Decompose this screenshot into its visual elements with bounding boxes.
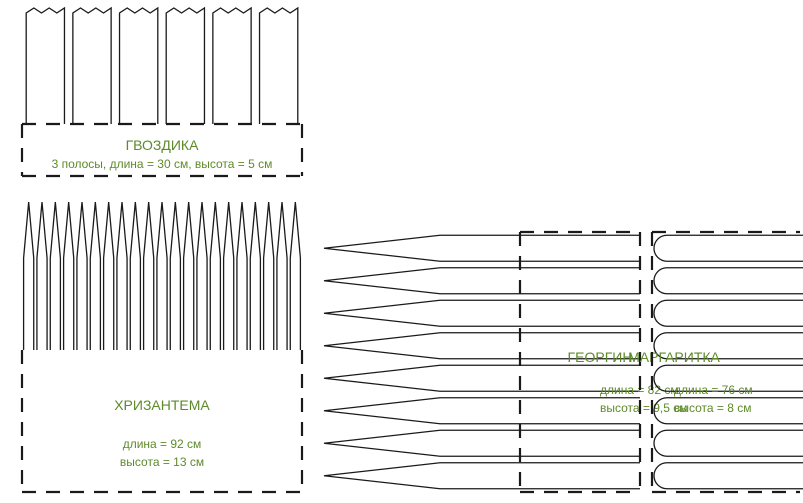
chrys-spike — [77, 202, 87, 350]
chrys-spike — [24, 202, 34, 350]
margaritka-petal — [654, 300, 803, 326]
chrys-spike — [157, 202, 167, 350]
margaritka-spec1: длина = 76 см — [674, 383, 753, 397]
georgin-petal — [324, 300, 640, 326]
chrys-spike — [237, 202, 247, 350]
chrys-spike — [170, 202, 180, 350]
georgin-title: ГЕОРГИН — [568, 349, 633, 365]
gvozdika-petal — [73, 8, 111, 124]
gvozdika-petal — [166, 8, 204, 124]
chrys-spike — [144, 202, 154, 350]
chrys-spike — [130, 202, 140, 350]
chrys-spec1: длина = 92 см — [123, 437, 202, 451]
margaritka-petal — [654, 430, 803, 456]
chrys-spike — [264, 202, 274, 350]
margaritka-title: МАРГАРИТКА — [628, 349, 720, 365]
margaritka-petal — [654, 268, 803, 294]
gvozdika-petal — [213, 8, 251, 124]
chrys-title: ХРИЗАНТЕМА — [114, 397, 210, 413]
chrys-spike — [290, 202, 300, 350]
chrys-spike — [90, 202, 100, 350]
margaritka-spec2: высота = 8 см — [674, 401, 752, 415]
chrys-spike — [64, 202, 74, 350]
chrys-spike — [50, 202, 60, 350]
diagram-canvas: ГВОЗДИКА 3 полосы, длина = 30 см, высота … — [0, 0, 803, 503]
georgin-petal — [324, 268, 640, 294]
margaritka-pattern: МАРГАРИТКА длина = 76 см высота = 8 см — [628, 235, 803, 489]
gvozdika-petal — [120, 8, 158, 124]
georgin-petal — [324, 365, 640, 391]
chrys-box — [22, 350, 302, 492]
georgin-petal — [324, 430, 640, 456]
margaritka-petal — [654, 463, 803, 489]
gvozdika-pattern: ГВОЗДИКА 3 полосы, длина = 30 см, высота … — [26, 8, 298, 171]
chrys-spec2: высота = 13 см — [120, 455, 204, 469]
chrys-spike — [210, 202, 220, 350]
georgin-petal — [324, 398, 640, 424]
gvozdika-petal — [260, 8, 298, 124]
gvozdika-petal — [26, 8, 64, 124]
chrys-spike — [117, 202, 127, 350]
gvozdika-spec: 3 полосы, длина = 30 см, высота = 5 см — [52, 157, 273, 171]
chrys-spike — [224, 202, 234, 350]
chrys-spike — [104, 202, 114, 350]
chrys-spike — [250, 202, 260, 350]
gvozdika-title: ГВОЗДИКА — [126, 137, 199, 153]
georgin-petal — [324, 463, 640, 489]
chrys-spike — [37, 202, 47, 350]
chrys-pattern: ХРИЗАНТЕМА длина = 92 см высота = 13 см — [24, 202, 301, 469]
chrys-spike — [277, 202, 287, 350]
margaritka-petal — [654, 235, 803, 261]
georgin-petal — [324, 235, 640, 261]
chrys-spike — [184, 202, 194, 350]
chrys-spike — [197, 202, 207, 350]
